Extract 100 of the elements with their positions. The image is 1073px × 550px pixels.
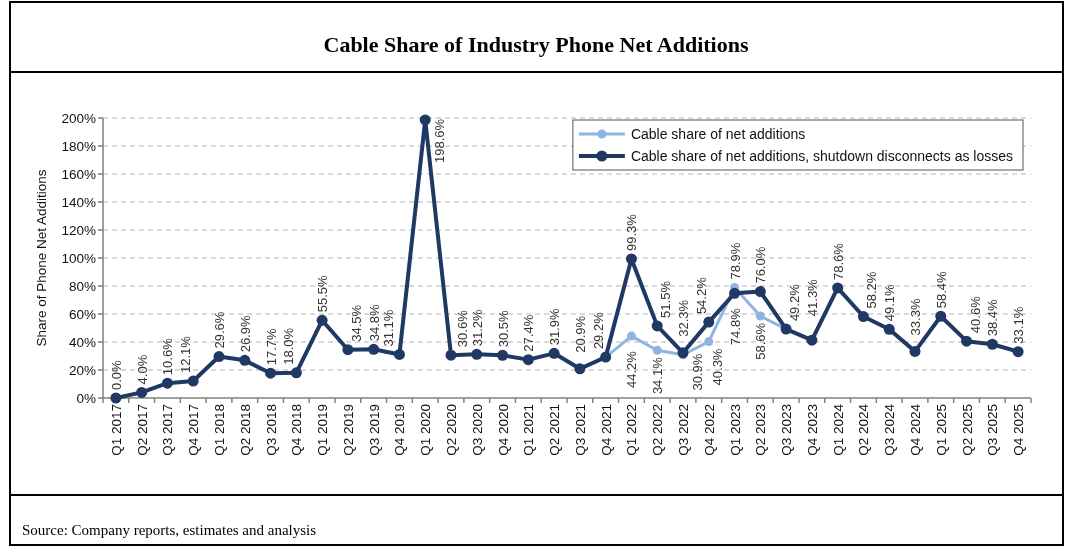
data-label: 33.3% <box>907 298 923 336</box>
x-tick-label: Q3 2023 <box>778 404 794 456</box>
data-label: 33.1% <box>1010 306 1026 344</box>
data-label: 0.0% <box>108 359 124 390</box>
data-label: 38.4% <box>984 298 1000 337</box>
data-label: 30.6% <box>454 309 470 348</box>
x-tick-label: Q3 2024 <box>881 403 897 456</box>
point <box>136 386 148 398</box>
x-tick-label: Q2 2023 <box>752 404 768 456</box>
x-tick-label: Q3 2017 <box>159 404 175 456</box>
data-label: 58.6% <box>752 322 768 360</box>
y-tick-label: 40% <box>68 334 96 350</box>
data-label: 58.2% <box>863 271 879 309</box>
data-label: 49.2% <box>786 283 802 322</box>
x-tick-label: Q1 2019 <box>314 404 330 456</box>
x-tick-label: Q3 2021 <box>572 404 588 456</box>
data-label: 34.5% <box>348 304 364 342</box>
data-label: 54.2% <box>693 276 709 315</box>
data-label: 30.9% <box>689 353 705 391</box>
x-tick-label: Q2 2017 <box>134 404 150 456</box>
data-label: 51.5% <box>657 280 673 318</box>
y-tick-label: 160% <box>61 166 96 182</box>
data-label: 34.8% <box>366 303 382 342</box>
chart-title: Cable Share of Industry Phone Net Additions <box>323 31 749 57</box>
y-tick-label: 80% <box>68 278 96 294</box>
point <box>290 367 302 379</box>
x-tick-label: Q3 2020 <box>469 404 485 456</box>
data-label: 26.9% <box>237 315 253 353</box>
x-tick-label: Q1 2022 <box>623 404 639 456</box>
x-tick-label: Q2 2019 <box>340 404 356 456</box>
point <box>522 354 534 366</box>
y-tick-label: 180% <box>61 138 96 154</box>
point <box>342 344 354 356</box>
x-tick-label: Q3 2019 <box>366 404 382 456</box>
x-tick-label: Q1 2024 <box>830 403 846 456</box>
point <box>393 348 405 360</box>
x-tick-label: Q4 2020 <box>495 404 511 456</box>
point <box>419 114 431 126</box>
point <box>548 347 560 359</box>
y-axis-title: Share of Phone Net Additions <box>33 169 49 347</box>
point <box>239 354 251 366</box>
data-label: 29.6% <box>211 311 227 349</box>
point <box>574 363 586 375</box>
data-label: 30.5% <box>495 310 511 348</box>
x-tick-label: Q1 2020 <box>417 404 433 456</box>
point <box>857 311 869 323</box>
x-tick-label: Q3 2022 <box>675 404 691 456</box>
x-tick-label: Q2 2025 <box>959 404 975 456</box>
point <box>161 377 173 389</box>
point <box>935 310 947 322</box>
data-label: 20.9% <box>572 315 588 353</box>
point <box>110 392 122 404</box>
point <box>1012 346 1024 358</box>
x-tick-label: Q3 2018 <box>263 404 279 456</box>
data-label: 74.8% <box>727 307 743 346</box>
source-note: Source: Company reports, estimates and analysis <box>22 522 317 538</box>
x-tick-label: Q1 2025 <box>933 404 949 456</box>
point <box>961 335 973 347</box>
data-label: 58.4% <box>933 270 949 309</box>
data-label: 40.6% <box>967 295 983 334</box>
y-tick-label: 0% <box>76 390 96 406</box>
point <box>652 345 662 355</box>
x-tick-label: Q4 2022 <box>701 404 717 456</box>
y-tick-label: 200% <box>61 110 96 126</box>
point <box>265 367 277 379</box>
point <box>986 338 998 350</box>
point <box>755 311 765 321</box>
y-tick-label: 140% <box>61 194 96 210</box>
data-label: 17.7% <box>263 327 279 366</box>
x-tick-label: Q2 2020 <box>443 404 459 456</box>
data-label: 49.1% <box>881 283 897 322</box>
point <box>832 282 844 294</box>
data-label: 10.6% <box>159 337 175 376</box>
x-tick-label: Q4 2019 <box>391 404 407 456</box>
data-label: 27.4% <box>520 314 536 352</box>
x-tick-label: Q4 2025 <box>1010 404 1026 456</box>
point <box>187 375 199 387</box>
point <box>704 337 714 347</box>
legend-label: Cable share of net additions <box>630 126 806 142</box>
point <box>729 287 741 299</box>
x-tick-label: Q4 2021 <box>598 404 614 456</box>
x-tick-label: Q3 2025 <box>984 404 1000 456</box>
data-label: 4.0% <box>134 354 150 385</box>
x-tick-label: Q1 2017 <box>108 404 124 456</box>
point <box>703 316 715 328</box>
data-label: 40.3% <box>709 348 725 386</box>
point <box>316 314 328 326</box>
data-label: 31.2% <box>469 309 485 347</box>
data-label: 198.6% <box>431 118 447 164</box>
x-tick-label: Q4 2024 <box>907 403 923 456</box>
point <box>651 320 663 332</box>
x-tick-label: Q4 2018 <box>288 404 304 456</box>
data-label: 31.9% <box>546 308 562 346</box>
y-tick-label: 100% <box>61 250 96 266</box>
x-tick-label: Q4 2023 <box>804 404 820 456</box>
data-label: 78.9% <box>727 242 743 280</box>
point <box>445 349 457 361</box>
data-label: 78.6% <box>830 242 846 280</box>
y-tick-label: 20% <box>68 362 96 378</box>
x-tick-label: Q2 2022 <box>649 404 665 456</box>
